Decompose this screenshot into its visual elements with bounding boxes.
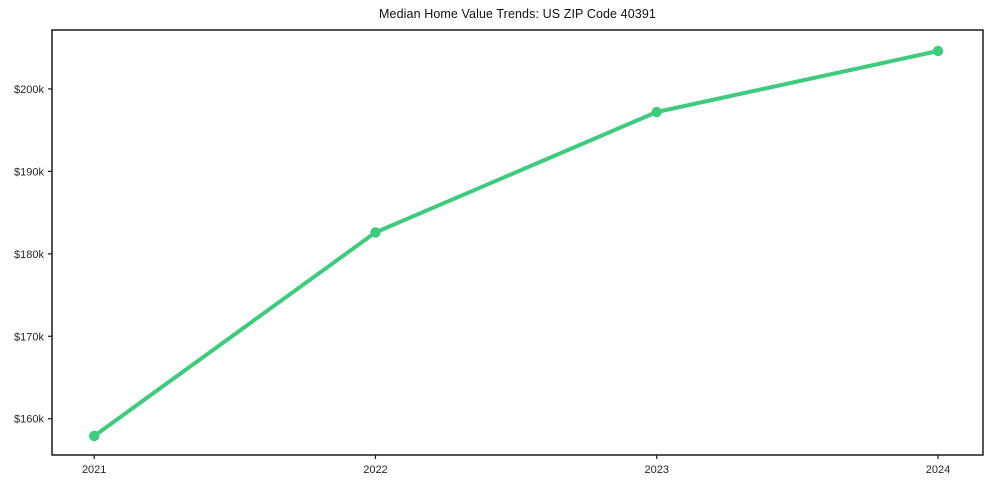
y-tick-label: $190k	[14, 166, 44, 178]
x-tick-label: 2022	[363, 464, 387, 476]
data-point-marker	[370, 227, 381, 238]
plot-frame	[51, 29, 984, 456]
y-tick-label: $180k	[14, 249, 44, 261]
x-tick-label: 2024	[926, 464, 950, 476]
x-tick-label: 2021	[82, 464, 106, 476]
data-point-marker	[89, 430, 100, 442]
y-tick-label: $160k	[14, 414, 44, 426]
trend-line	[92, 49, 940, 438]
y-tick-label: $200k	[14, 84, 44, 96]
x-tick-label: 2023	[644, 464, 668, 476]
data-point-marker	[651, 106, 662, 118]
y-tick-label: $170k	[14, 331, 44, 343]
chart-title: Median Home Value Trends: US ZIP Code 40…	[379, 7, 656, 21]
data-point-marker	[932, 45, 944, 57]
